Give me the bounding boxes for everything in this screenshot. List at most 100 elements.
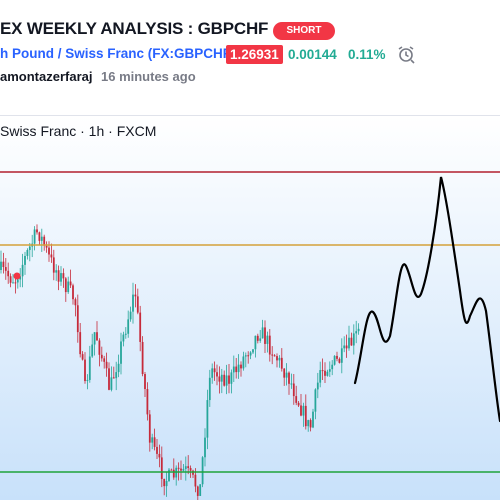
candle-body	[72, 285, 74, 300]
candle-body	[216, 372, 218, 377]
candle-body	[84, 359, 86, 382]
candle-body	[7, 270, 10, 277]
candle-body	[343, 345, 346, 349]
candle-body	[158, 453, 161, 458]
candle-body	[218, 376, 221, 382]
candle-body	[168, 469, 170, 482]
candle-body	[321, 370, 324, 372]
candle-body	[165, 481, 168, 487]
candle-body	[88, 356, 91, 380]
candle-body	[62, 273, 65, 279]
candle-body	[43, 236, 46, 246]
candle-body	[309, 420, 312, 428]
candle-body	[45, 245, 48, 248]
candle-body	[256, 335, 259, 341]
candle-body	[100, 354, 103, 359]
candle-body	[98, 340, 101, 355]
candle-body	[268, 335, 271, 355]
candle-body	[220, 374, 223, 382]
candle-body	[288, 372, 290, 384]
candle-body	[300, 405, 302, 416]
candle-body	[326, 371, 329, 376]
author[interactable]: amontazerfaraj	[0, 69, 93, 84]
candle-body	[204, 437, 206, 458]
candle-body	[266, 335, 269, 344]
candle-body	[184, 466, 187, 469]
candle-body	[316, 382, 319, 390]
chart-background	[0, 116, 500, 500]
candle-body	[117, 363, 120, 373]
price: 1.26931	[226, 45, 283, 64]
symbol-link[interactable]: h Pound / Swiss Franc (FX:GBPCHF)	[0, 46, 236, 61]
candle-body	[187, 466, 190, 469]
candle-body	[108, 368, 110, 390]
candle-body	[340, 348, 343, 363]
candle-body	[139, 312, 142, 342]
candle-body	[278, 357, 281, 361]
candle-body	[307, 420, 310, 427]
candle-body	[254, 335, 257, 350]
candle-body	[355, 331, 358, 334]
candle-body	[261, 327, 264, 339]
candle-body	[144, 374, 146, 390]
candle-body	[333, 355, 336, 365]
candle-body	[148, 414, 151, 443]
candle-body	[324, 370, 326, 376]
candle-body	[240, 364, 242, 369]
candle-body	[177, 467, 180, 469]
candle-body	[19, 276, 22, 280]
candle-body	[33, 229, 36, 244]
candle-body	[67, 281, 70, 293]
candle-body	[314, 389, 317, 412]
alert-icon[interactable]	[396, 45, 416, 65]
candle-body	[189, 468, 192, 471]
candle-body	[132, 294, 134, 312]
candle-body	[9, 276, 12, 283]
candle-body	[273, 355, 276, 357]
candle-body	[304, 405, 307, 427]
candle-body	[38, 232, 41, 241]
candle-body	[297, 402, 300, 406]
candle-body	[182, 468, 185, 471]
chart-legend: Swiss Franc · 1h · FXCM	[0, 123, 157, 139]
candle-body	[28, 246, 31, 251]
candle-body	[312, 411, 314, 428]
candle-body	[252, 349, 254, 353]
candle-body	[249, 352, 252, 356]
candle-body	[247, 355, 250, 357]
candle-body	[276, 356, 278, 361]
candle-body	[259, 338, 262, 341]
candle-body	[295, 396, 298, 403]
candle-body	[86, 379, 89, 382]
candle-body	[290, 383, 293, 385]
candle-body	[194, 474, 197, 487]
candle-body	[36, 229, 38, 233]
candle-body	[151, 437, 154, 443]
candle-body	[127, 319, 130, 334]
candle-body	[52, 257, 55, 273]
chart-image	[0, 116, 500, 500]
candle-body	[48, 247, 50, 255]
candle-body	[283, 368, 286, 378]
candle-body	[232, 366, 235, 373]
candle-body	[328, 369, 331, 372]
candle-body	[302, 405, 305, 416]
candle-body	[4, 267, 7, 271]
candle-body	[172, 469, 175, 478]
candle-body	[223, 374, 226, 386]
candle-body	[228, 375, 230, 384]
candle-body	[93, 332, 96, 345]
candle-body	[122, 334, 125, 342]
candle-body	[292, 383, 295, 397]
published-time: 16 minutes ago	[101, 69, 196, 84]
candle-body	[79, 332, 82, 355]
candle-body	[103, 358, 106, 362]
candle-body	[141, 341, 144, 375]
candle-body	[357, 328, 360, 332]
candle-body	[50, 254, 53, 258]
candle-body	[225, 375, 228, 386]
candle-body	[112, 377, 115, 379]
candle-body	[211, 368, 214, 378]
candle-body	[14, 282, 17, 284]
short-badge[interactable]: SHORT	[273, 22, 335, 40]
